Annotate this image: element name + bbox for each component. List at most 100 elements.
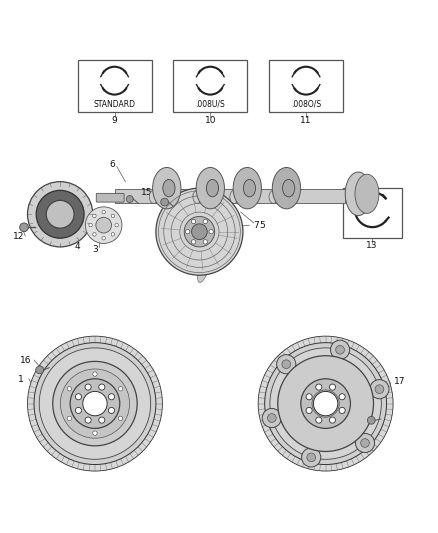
Circle shape [265, 343, 387, 465]
Circle shape [262, 408, 281, 427]
Circle shape [85, 417, 91, 423]
Text: 6: 6 [110, 160, 115, 169]
Circle shape [93, 232, 96, 236]
FancyBboxPatch shape [96, 193, 124, 202]
Circle shape [85, 384, 91, 390]
Circle shape [118, 386, 123, 391]
Text: .008U/S: .008U/S [195, 100, 225, 109]
Circle shape [126, 196, 133, 203]
Circle shape [191, 224, 207, 239]
Circle shape [109, 407, 114, 414]
Circle shape [89, 223, 92, 227]
Circle shape [370, 379, 389, 399]
Text: 3: 3 [92, 245, 98, 254]
Text: 15: 15 [141, 188, 153, 197]
Circle shape [356, 433, 374, 453]
Bar [343, 188, 402, 238]
Circle shape [375, 385, 384, 393]
Circle shape [360, 439, 369, 447]
Text: 13: 13 [367, 241, 378, 250]
Circle shape [109, 394, 114, 400]
Text: 17: 17 [394, 377, 405, 386]
Ellipse shape [283, 180, 295, 197]
Circle shape [306, 407, 312, 414]
Circle shape [191, 240, 196, 244]
Circle shape [102, 211, 106, 214]
Circle shape [339, 394, 345, 400]
Text: 7: 7 [253, 221, 259, 230]
Circle shape [85, 207, 122, 244]
Circle shape [93, 431, 97, 435]
Circle shape [161, 198, 169, 206]
Circle shape [336, 345, 344, 354]
Circle shape [75, 407, 81, 414]
Bar [115, 189, 345, 204]
Circle shape [329, 417, 336, 423]
Circle shape [102, 237, 106, 240]
Circle shape [118, 416, 123, 421]
Ellipse shape [244, 180, 255, 197]
Circle shape [312, 390, 339, 417]
Text: 16: 16 [20, 356, 31, 365]
Circle shape [99, 417, 105, 423]
Circle shape [70, 379, 120, 429]
Circle shape [67, 386, 71, 391]
Ellipse shape [230, 190, 239, 204]
Bar [269, 60, 343, 112]
Circle shape [28, 336, 162, 471]
Circle shape [184, 216, 215, 247]
Circle shape [270, 348, 381, 459]
Text: 10: 10 [205, 116, 216, 125]
Ellipse shape [355, 174, 379, 213]
Ellipse shape [197, 203, 223, 282]
Circle shape [367, 416, 375, 424]
Text: 1: 1 [18, 375, 24, 384]
Text: 12: 12 [13, 231, 25, 240]
Circle shape [301, 379, 350, 429]
Circle shape [307, 453, 315, 462]
Circle shape [329, 384, 336, 390]
Circle shape [316, 384, 322, 390]
Circle shape [96, 217, 112, 233]
Circle shape [83, 391, 107, 416]
Circle shape [36, 190, 84, 238]
Circle shape [209, 230, 213, 234]
Circle shape [306, 394, 312, 400]
Text: 4: 4 [75, 243, 80, 252]
Circle shape [278, 356, 374, 451]
Circle shape [339, 407, 345, 414]
Circle shape [302, 448, 321, 467]
Circle shape [93, 372, 97, 376]
Circle shape [39, 348, 151, 459]
Circle shape [75, 394, 81, 400]
Text: 14: 14 [213, 179, 225, 188]
Circle shape [46, 200, 74, 228]
Ellipse shape [272, 167, 300, 209]
Circle shape [316, 417, 322, 423]
Circle shape [115, 223, 118, 227]
Circle shape [36, 366, 43, 374]
Circle shape [268, 414, 276, 422]
Circle shape [258, 336, 393, 471]
Text: 5: 5 [260, 221, 265, 230]
Ellipse shape [345, 172, 371, 215]
Ellipse shape [269, 190, 278, 204]
Circle shape [277, 354, 296, 374]
Ellipse shape [193, 190, 201, 204]
Text: 8: 8 [159, 195, 165, 204]
Ellipse shape [196, 167, 224, 209]
Circle shape [60, 369, 130, 438]
Circle shape [111, 214, 115, 217]
Bar [173, 60, 247, 112]
Text: 18: 18 [155, 192, 166, 201]
Ellipse shape [149, 190, 158, 204]
Text: 2: 2 [288, 360, 293, 369]
Circle shape [111, 232, 115, 236]
Bar [78, 60, 152, 112]
Circle shape [331, 340, 350, 359]
Ellipse shape [233, 167, 261, 209]
Text: 11: 11 [300, 116, 312, 125]
Circle shape [93, 214, 96, 217]
Circle shape [20, 223, 28, 232]
Circle shape [282, 360, 290, 368]
